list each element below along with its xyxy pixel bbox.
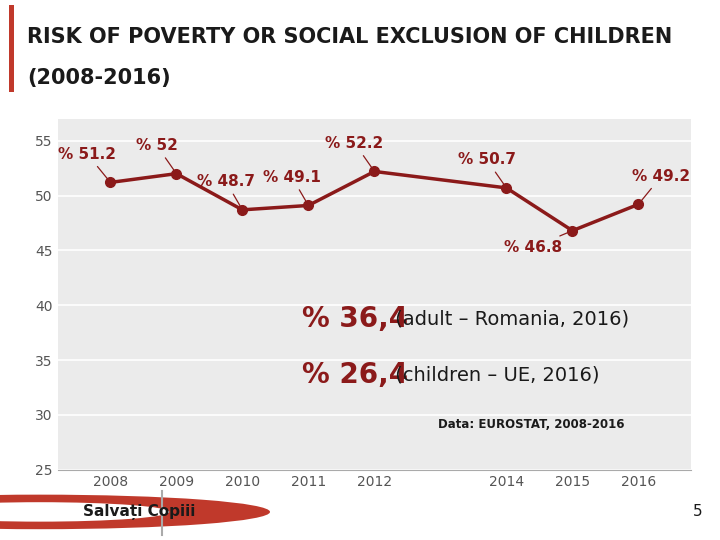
Text: % 36,4: % 36,4 [302,305,408,333]
Text: % 49.1: % 49.1 [263,170,321,203]
Text: Data: EUROSTAT, 2008-2016: Data: EUROSTAT, 2008-2016 [438,417,624,431]
Text: % 52: % 52 [135,138,178,171]
Text: % 51.2: % 51.2 [58,146,117,180]
Text: RISK OF POVERTY OR SOCIAL EXCLUSION OF CHILDREN: RISK OF POVERTY OR SOCIAL EXCLUSION OF C… [27,27,672,47]
Text: % 52.2: % 52.2 [325,136,384,169]
Text: (adult – Romania, 2016): (adult – Romania, 2016) [389,309,629,328]
Text: Salvați Copiii: Salvați Copiii [83,504,195,520]
Circle shape [0,495,270,529]
Text: % 49.2: % 49.2 [632,168,690,202]
Text: % 48.7: % 48.7 [197,174,255,207]
Text: % 26,4: % 26,4 [302,361,408,389]
Text: % 46.8: % 46.8 [504,232,570,255]
Text: (2008-2016): (2008-2016) [27,68,171,88]
Text: % 50.7: % 50.7 [458,152,516,186]
Bar [9,5,14,92]
Text: 5: 5 [693,504,702,519]
Circle shape [0,502,169,522]
Text: (children – UE, 2016): (children – UE, 2016) [389,366,600,384]
